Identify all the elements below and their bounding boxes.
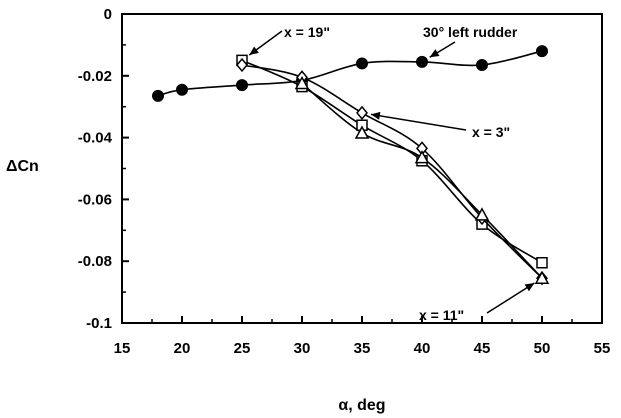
series-layer — [152, 45, 550, 286]
x-tick-label: 45 — [474, 340, 491, 357]
data-point — [152, 89, 164, 102]
annotation: x = 11" — [419, 282, 535, 323]
series-2 — [236, 57, 548, 286]
x-tick-label: 20 — [174, 340, 191, 357]
series-0 — [152, 45, 548, 102]
data-point — [414, 150, 430, 164]
series-line — [301, 82, 543, 279]
x-tick-label: 55 — [594, 340, 611, 357]
x-tick-label: 30 — [294, 340, 311, 357]
y-axis-ticks: 0 -0.02 -0.04 -0.06 -0.08 -0.1 — [78, 6, 129, 332]
data-point — [236, 57, 248, 73]
annotation: x = 3" — [370, 111, 510, 140]
annotation: 30° left rudder — [423, 24, 518, 58]
data-point — [294, 75, 310, 90]
annotation-arrowhead — [429, 49, 440, 58]
data-point — [536, 256, 548, 269]
y-tick-label: -0.06 — [78, 191, 112, 208]
y-tick-label: -0.1 — [86, 315, 112, 332]
annotation-label: x = 3" — [472, 124, 510, 140]
data-point — [176, 83, 188, 96]
series-3 — [294, 75, 550, 284]
annotation-label: x = 11" — [419, 307, 464, 323]
y-axis-label: ΔCn — [6, 158, 39, 175]
x-axis-label: α, deg — [338, 397, 385, 414]
y-tick-label: -0.04 — [78, 130, 113, 147]
data-point — [356, 57, 368, 70]
data-point — [474, 207, 490, 221]
x-tick-label: 25 — [234, 340, 251, 357]
data-point — [236, 79, 248, 92]
annotation-arrowhead — [370, 111, 381, 120]
data-point — [534, 270, 550, 284]
data-point — [356, 105, 368, 121]
series-line — [241, 59, 543, 264]
annotation-arrow-line — [370, 113, 467, 131]
x-tick-label: 40 — [414, 340, 431, 357]
annotation: x = 19" — [248, 24, 330, 56]
data-point — [354, 125, 370, 139]
series-line — [157, 50, 543, 97]
annotation-label: x = 19" — [284, 24, 330, 40]
y-tick-label: -0.08 — [78, 253, 112, 270]
annotation-label: 30° left rudder — [423, 24, 518, 40]
annotation-layer: x = 19" 30° left rudder x = 3" x = 11" — [248, 24, 535, 323]
series-1 — [236, 54, 548, 269]
y-tick-label: -0.02 — [78, 68, 112, 85]
annotation-arrowhead — [524, 283, 535, 292]
data-point — [416, 55, 428, 68]
x-axis-ticks: 15 20 25 30 35 40 45 50 55 — [114, 316, 611, 357]
y-tick-label: 0 — [104, 6, 112, 23]
x-tick-label: 50 — [534, 340, 551, 357]
data-point — [536, 45, 548, 58]
x-tick-label: 35 — [354, 340, 371, 357]
data-point — [476, 58, 488, 71]
x-tick-label: 15 — [114, 340, 131, 357]
annotation-arrow-line — [486, 282, 535, 314]
annotation-arrowhead — [249, 46, 259, 56]
series-line — [241, 64, 543, 279]
